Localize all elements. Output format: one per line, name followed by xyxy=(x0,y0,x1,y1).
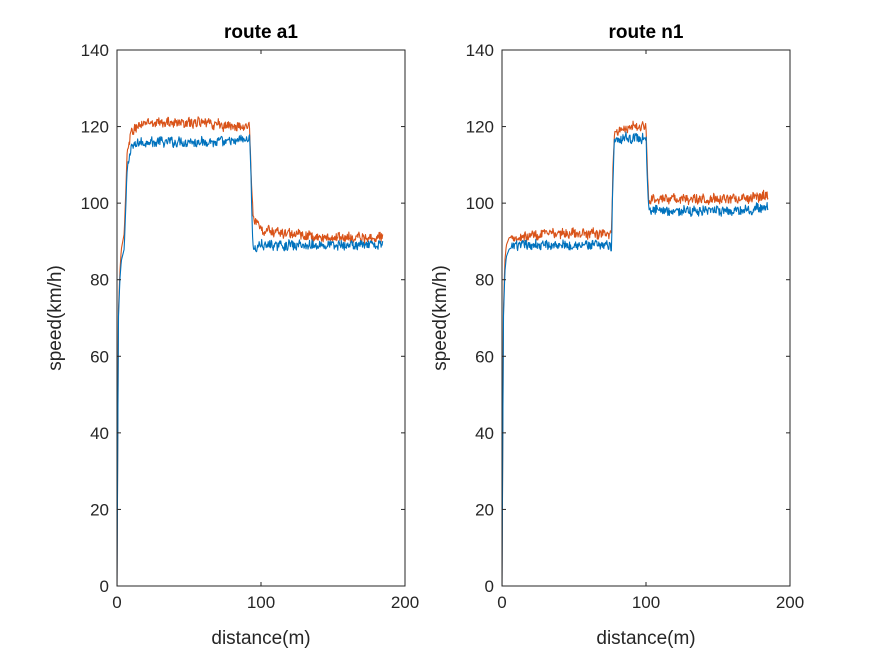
series-line-1 xyxy=(502,131,769,586)
y-tick-label: 40 xyxy=(475,424,494,443)
x-tick-label: 200 xyxy=(391,593,419,612)
y-tick-label: 60 xyxy=(90,347,109,366)
y-tick-label: 20 xyxy=(90,500,109,519)
y-tick-label: 140 xyxy=(466,41,494,60)
y-tick-label: 0 xyxy=(485,577,494,596)
x-tick-label: 200 xyxy=(776,593,804,612)
y-axis-label: speed(km/h) xyxy=(430,265,451,371)
series-line-2 xyxy=(502,120,769,586)
y-tick-label: 80 xyxy=(475,271,494,290)
x-axis-label: distance(m) xyxy=(211,628,310,649)
x-tick-label: 0 xyxy=(112,593,121,612)
y-tick-label: 40 xyxy=(90,424,109,443)
y-tick-label: 120 xyxy=(466,118,494,137)
y-tick-label: 80 xyxy=(90,271,109,290)
chart-title: route a1 xyxy=(224,22,298,43)
y-axis-label: speed(km/h) xyxy=(45,265,66,371)
chart-title: route n1 xyxy=(609,22,684,43)
x-tick-label: 0 xyxy=(497,593,506,612)
x-tick-label: 100 xyxy=(247,593,275,612)
y-tick-label: 100 xyxy=(81,194,109,213)
y-tick-label: 100 xyxy=(466,194,494,213)
chart-route-n1: route n1 distance(m) speed(km/h) 0 20 40 60… xyxy=(430,22,804,649)
chart-route-a1: route a1 distance(m) speed(km/h) 0 20 40 60… xyxy=(45,22,419,649)
x-axis-label: distance(m) xyxy=(596,628,695,649)
y-tick-label: 20 xyxy=(475,500,494,519)
y-tick-label: 60 xyxy=(475,347,494,366)
y-tick-label: 140 xyxy=(81,41,109,60)
x-tick-label: 100 xyxy=(632,593,660,612)
y-tick-label: 0 xyxy=(100,577,109,596)
y-tick-label: 120 xyxy=(81,118,109,137)
series-line-1 xyxy=(117,134,384,586)
